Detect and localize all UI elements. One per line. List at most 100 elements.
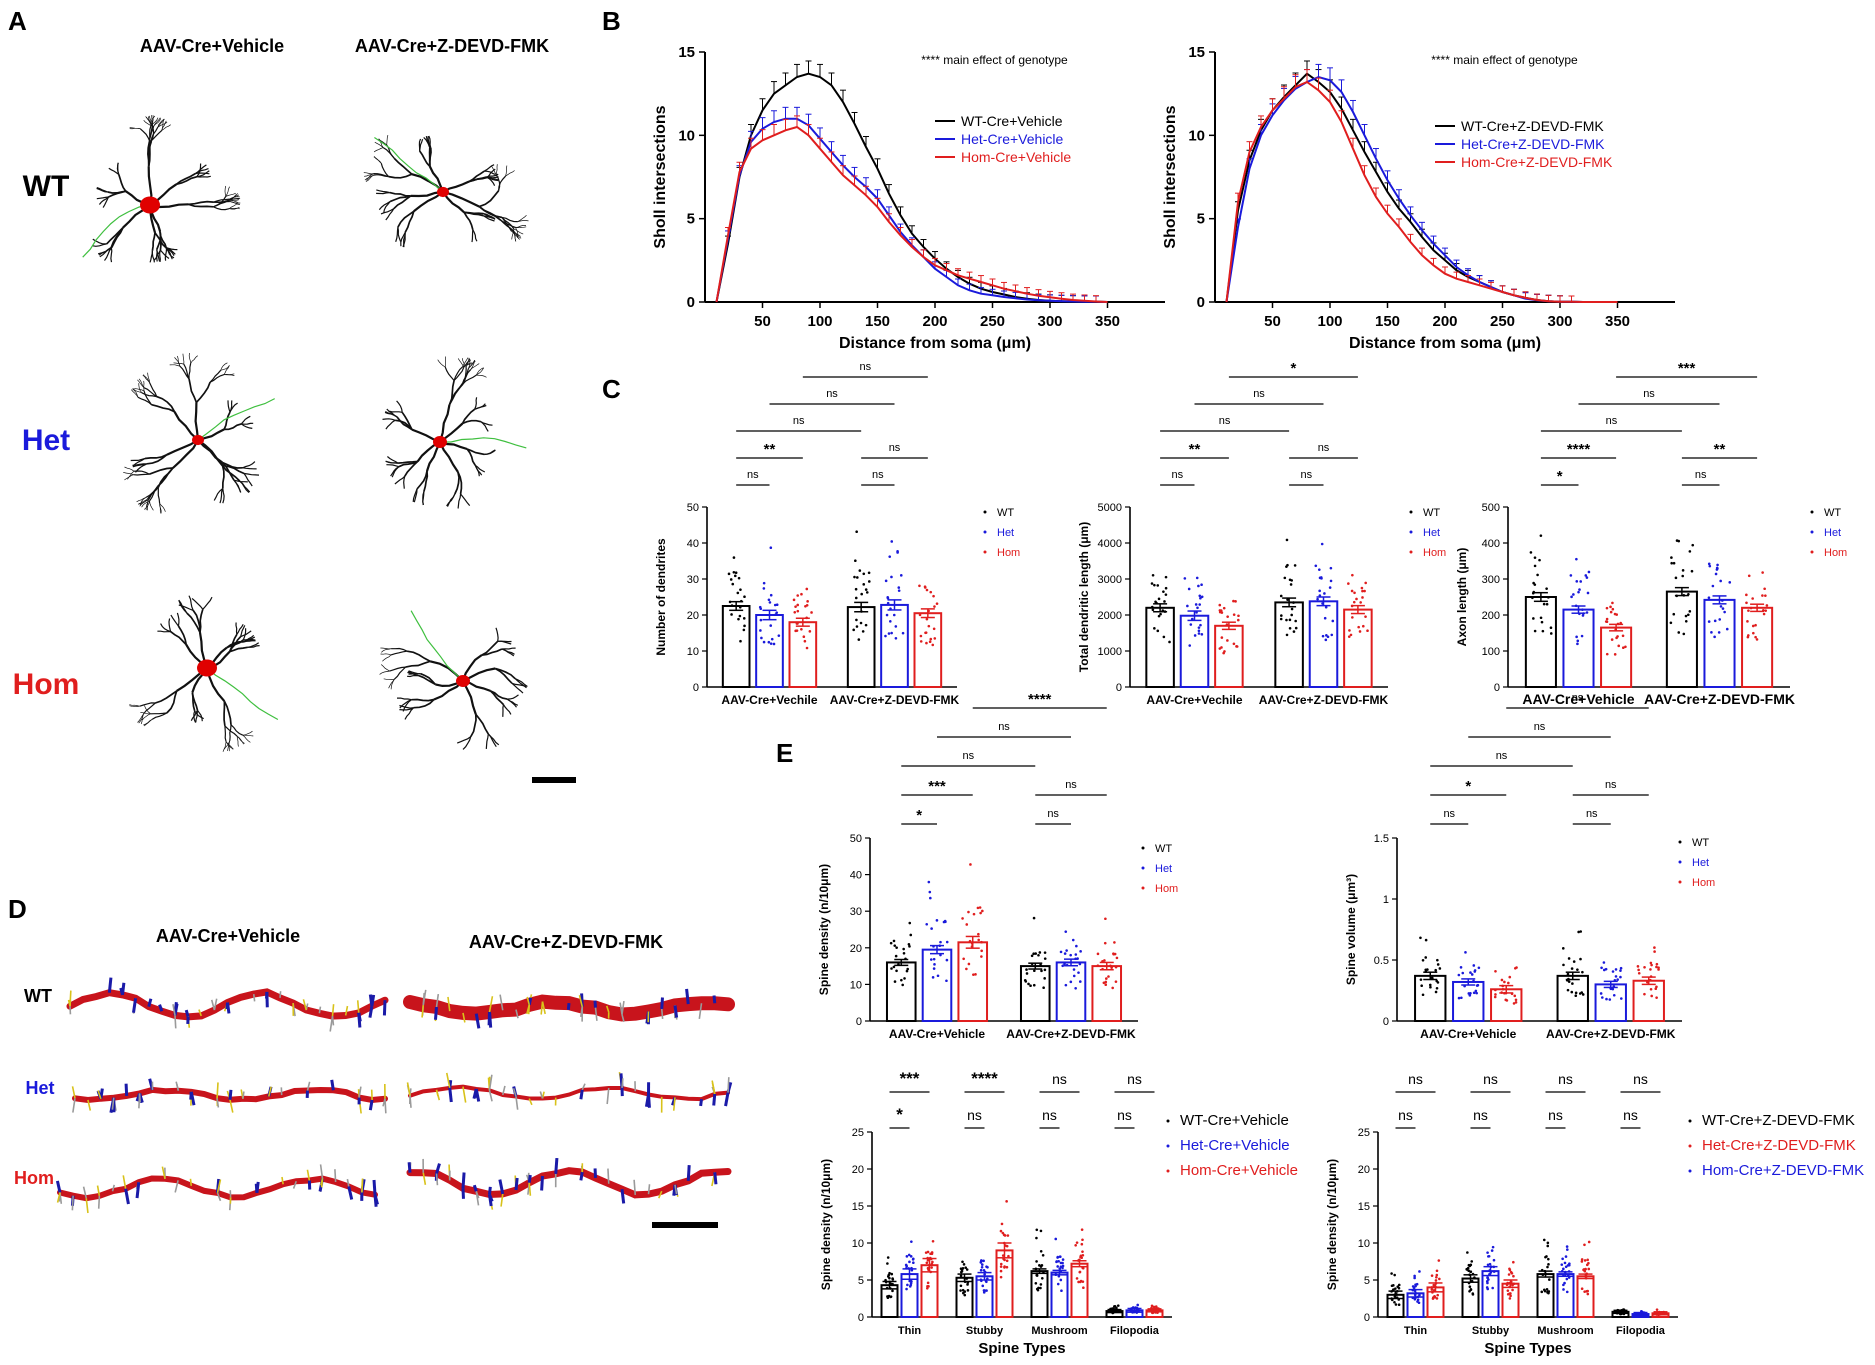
- dendrite-branch: [123, 471, 134, 476]
- group-label: AAV-Cre+Vehicle: [1522, 691, 1634, 707]
- dendrite-branch: [188, 378, 198, 403]
- dendrite-branch: [428, 135, 432, 149]
- data-point: [944, 920, 947, 924]
- data-point: [1032, 983, 1036, 987]
- data-point: [1200, 633, 1204, 636]
- data-point: [1681, 574, 1685, 578]
- data-point: [739, 588, 742, 591]
- data-point: [899, 574, 903, 577]
- data-point: [1581, 608, 1584, 611]
- data-point: [932, 627, 936, 631]
- dendrite-branch: [242, 628, 247, 641]
- data-point: [999, 1262, 1003, 1266]
- data-point: [1529, 551, 1533, 554]
- group-label: AAV-Cre+Z-DEVD-FMK: [1644, 691, 1795, 707]
- data-point: [1513, 994, 1517, 998]
- data-point: [1544, 1255, 1547, 1259]
- data-point: [794, 605, 797, 608]
- dendrite-branch: [484, 449, 496, 455]
- data-point: [1236, 618, 1240, 622]
- bar: [1030, 1270, 1049, 1318]
- dendrite-branch: [159, 249, 170, 259]
- dendrite-branch: [221, 461, 235, 481]
- data-point: [1279, 617, 1283, 621]
- y-axis-label: Sholl intersections: [652, 105, 669, 248]
- spine: [368, 1005, 374, 1018]
- spine: [620, 1189, 626, 1204]
- dendrite-branch: [463, 211, 474, 230]
- data-point: [1232, 642, 1236, 646]
- dendrite-branch: [373, 147, 384, 153]
- data-point: [924, 1251, 928, 1254]
- data-point: [982, 1259, 985, 1263]
- data-point: [935, 602, 939, 605]
- spine: [124, 1188, 130, 1205]
- significance-label: ns: [1408, 1071, 1423, 1087]
- data-point: [1314, 564, 1318, 568]
- data-point: [1035, 1274, 1039, 1277]
- dendrite-branch: [159, 231, 168, 249]
- data-point: [1431, 1297, 1435, 1300]
- dendrite-branch: [457, 493, 462, 509]
- data-point: [762, 587, 766, 590]
- y-tick-label: 30: [850, 906, 862, 918]
- bar: [1481, 1270, 1500, 1318]
- dendrite-branch: [481, 648, 503, 656]
- significance-label: ns: [1623, 1107, 1638, 1123]
- data-point: [1061, 1258, 1065, 1261]
- dendrite-branch: [389, 410, 403, 413]
- data-point: [1193, 634, 1197, 637]
- data-point: [1684, 619, 1688, 623]
- legend-label: Hom: [1423, 547, 1446, 559]
- data-point: [1672, 561, 1676, 565]
- significance-label: ns: [872, 469, 884, 481]
- dendrite-branch: [190, 355, 198, 364]
- data-point: [1672, 612, 1676, 616]
- dendrite-branch: [387, 456, 399, 464]
- dendrite-branch: [168, 618, 172, 632]
- data-point: [1194, 603, 1198, 606]
- data-point: [1285, 618, 1288, 622]
- data-point: [939, 940, 942, 944]
- data-point: [1636, 965, 1640, 968]
- dendrite-branch: [472, 229, 478, 242]
- data-point: [1080, 1228, 1084, 1231]
- data-point: [1292, 601, 1295, 604]
- data-point: [887, 1294, 891, 1298]
- data-point: [867, 580, 871, 583]
- spine: [370, 994, 376, 1007]
- spine: [242, 1091, 245, 1099]
- dendrite-branch: [130, 457, 146, 462]
- data-point: [976, 906, 980, 910]
- dendrite-branch: [513, 230, 522, 239]
- dendrite-branch: [383, 201, 391, 214]
- legend-marker: [983, 550, 987, 554]
- data-point: [1459, 966, 1463, 969]
- dendrite-branch: [143, 120, 153, 127]
- dendrite-branch: [511, 682, 524, 694]
- data-point: [926, 1266, 930, 1270]
- data-point: [1570, 595, 1573, 599]
- y-axis-label: Spine density (n/10μm): [817, 864, 831, 995]
- significance-label: ns: [889, 442, 901, 454]
- data-point: [1069, 980, 1073, 984]
- data-point: [1565, 1277, 1569, 1281]
- data-point: [1717, 631, 1721, 634]
- dendrite-branch: [151, 232, 156, 251]
- data-point: [1292, 630, 1296, 633]
- data-point: [1611, 601, 1614, 605]
- data-point: [1418, 1270, 1421, 1273]
- data-point: [1536, 573, 1539, 577]
- dendrite-branch: [188, 595, 194, 611]
- y-axis-label: Number of dendrites: [654, 538, 668, 656]
- data-point: [1745, 601, 1748, 605]
- data-point: [1494, 969, 1497, 973]
- data-point: [1690, 569, 1694, 573]
- data-point: [1037, 953, 1040, 957]
- data-point: [1531, 596, 1534, 600]
- spine: [421, 1005, 425, 1018]
- data-point: [737, 576, 741, 580]
- data-point: [1150, 1304, 1154, 1308]
- data-point: [1545, 587, 1548, 590]
- dendrite-branch: [242, 461, 256, 469]
